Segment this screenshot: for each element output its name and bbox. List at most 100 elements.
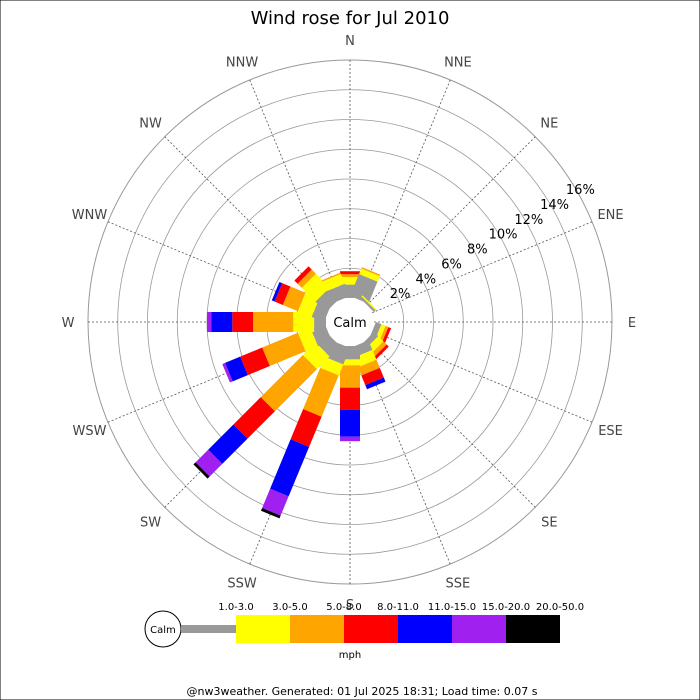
legend-swatch-2 [290, 615, 344, 643]
radial-tick-label: 2% [390, 287, 411, 302]
direction-label-nw: NW [139, 117, 162, 132]
bar-segment-s-1 [340, 359, 360, 366]
bar-s [340, 346, 360, 442]
legend-swatch-3 [344, 615, 398, 643]
bar-segment-ne-0 [359, 296, 376, 313]
bar-ssw [260, 340, 351, 519]
bar-segment-ssw-3 [290, 409, 322, 447]
radial-tick-label: 14% [540, 198, 569, 213]
bar-segment-w-5 [207, 312, 212, 332]
bar-segment-sw-4 [208, 424, 248, 464]
bar-segment-nw-3 [294, 266, 312, 284]
radial-tick-labels: 2% 4% 6% 8%10%12%14%16% [390, 183, 595, 302]
bar-segment-nw-2 [297, 269, 316, 288]
direction-label-wnw: WNW [72, 208, 108, 223]
chart-title: Wind rose for Jul 2010 [251, 8, 450, 29]
wind-bars [193, 266, 392, 519]
bar-segment-nne-1 [359, 268, 380, 282]
direction-label-se: SE [541, 515, 557, 530]
radial-tick-label: 12% [514, 213, 543, 228]
bar-segment-nnw-1 [322, 274, 345, 292]
legend-label-5: 15.0-20.0 [482, 602, 530, 613]
bar-segment-s-5 [340, 436, 360, 442]
bar-segment-nne-2 [361, 267, 381, 277]
legend-swatch-1 [236, 615, 290, 643]
bar-segment-s-3 [340, 387, 360, 410]
bar-segment-sw-3 [233, 397, 275, 439]
bar-segment-nne-0 [349, 274, 378, 304]
bar-segment-sw-6 [193, 462, 210, 479]
direction-label-e: E [628, 316, 636, 331]
bar-segment-wsw-4 [225, 356, 248, 382]
legend-swatch-6 [506, 615, 560, 643]
direction-label-sse: SSE [446, 577, 471, 592]
bar-segment-se-3 [372, 344, 389, 361]
bar-segment-nnw-2 [321, 272, 341, 282]
legend: Calm 1.0-3.0 3.0-5.0 5.0-8.0 8.0-11.0 11.0-15… [144, 602, 584, 661]
legend-label-1: 3.0-5.0 [272, 602, 307, 613]
direction-label-n: N [345, 34, 355, 49]
bar-segment-wnw-2 [282, 286, 306, 312]
bar-segment-n-1 [340, 277, 360, 285]
radial-tick-label: 16% [566, 183, 595, 198]
bar-segment-s-4 [340, 409, 360, 437]
bar-segment-ssw-2 [303, 367, 339, 417]
direction-label-ese: ESE [598, 424, 623, 439]
grid-ring [147, 119, 553, 525]
legend-swatch-5 [452, 615, 506, 643]
radial-tick-label: 8% [467, 243, 488, 258]
bar-segment-ne-1 [361, 295, 377, 311]
bar-segment-sw-2 [260, 355, 317, 412]
direction-label-ssw: SSW [227, 577, 257, 592]
bar-ne [359, 295, 377, 313]
direction-labels: N NNE NE ENE E ESE SE SSE S SSW SW WSW W WNW NW NNW [62, 34, 637, 613]
calm-label: Calm [333, 316, 366, 331]
bar-segment-sse-3 [361, 367, 384, 386]
radial-tick-label: 6% [441, 257, 462, 272]
legend-label-0: 1.0-3.0 [218, 602, 253, 613]
bar-segment-wnw-4 [271, 281, 283, 302]
legend-unit-label: mph [339, 650, 361, 661]
legend-label-2: 5.0-8.0 [326, 602, 361, 613]
bar-segment-n-3 [340, 271, 360, 275]
bar-segment-ssw-6 [260, 508, 281, 519]
bar-segment-wsw-3 [240, 347, 270, 376]
legend-swatch-4 [398, 615, 452, 643]
bar-segment-sw-5 [195, 449, 223, 477]
bar-segment-w-4 [211, 312, 233, 332]
bar-wnw [271, 281, 332, 323]
bar-segment-nnw-0 [326, 283, 351, 304]
bar-segment-wsw-2 [262, 332, 306, 367]
bar-segment-sse-4 [365, 377, 386, 390]
bar-nnw [321, 272, 351, 304]
direction-label-w: W [62, 316, 75, 331]
bar-segment-w-1 [293, 312, 315, 332]
legend-label-6: 20.0-50.0 [536, 602, 584, 613]
legend-label-3: 8.0-11.0 [377, 602, 419, 613]
direction-label-wsw: WSW [72, 424, 106, 439]
direction-label-nnw: NNW [226, 55, 258, 70]
direction-label-nne: NNE [444, 55, 472, 70]
calm-center: Calm [326, 298, 374, 346]
calm-circle [326, 298, 374, 346]
bar-segment-wnw-3 [274, 283, 291, 305]
direction-label-ne: NE [540, 117, 558, 132]
direction-label-ene: ENE [597, 208, 623, 223]
direction-label-sw: SW [140, 515, 161, 530]
legend-swatch-0 [181, 625, 236, 633]
legend-calm-label: Calm [150, 625, 176, 636]
bar-w [207, 312, 326, 332]
bar-segment-n-2 [340, 274, 360, 278]
bar-wsw [222, 321, 332, 383]
bar-segment-ssw-5 [262, 488, 289, 516]
bar-segment-wsw-1 [297, 327, 318, 352]
radial-tick-label: 10% [489, 228, 518, 243]
bar-segment-w-2 [253, 312, 294, 332]
legend-label-4: 11.0-15.0 [428, 602, 476, 613]
direction-label-s: S [346, 598, 354, 613]
bar-segment-s-2 [340, 365, 360, 388]
bar-segment-wsw-5 [222, 362, 233, 383]
footer-text: @nw3weather. Generated: 01 Jul 2025 18:3… [187, 685, 538, 698]
bar-nne [349, 267, 381, 304]
